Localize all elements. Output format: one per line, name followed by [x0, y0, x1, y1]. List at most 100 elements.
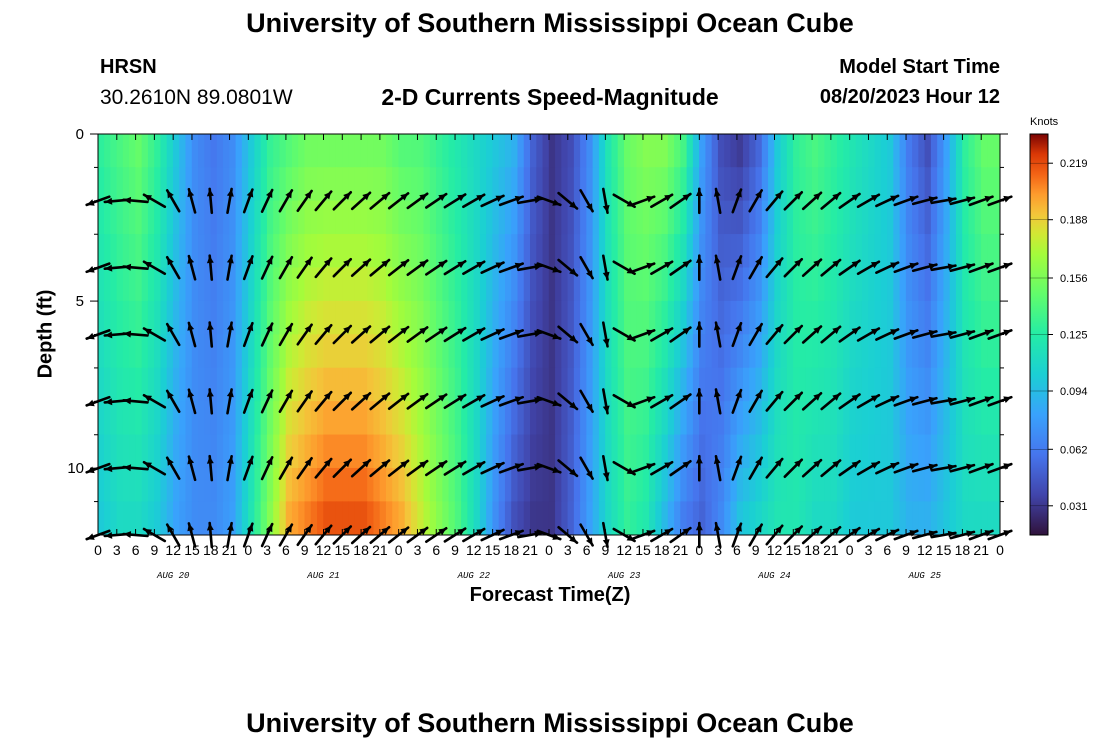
heatmap-cell [129, 234, 136, 269]
heatmap-cell [229, 367, 237, 402]
heatmap-cell [310, 200, 318, 235]
heatmap-cell [141, 401, 149, 436]
heatmap-cell [223, 367, 230, 402]
heatmap-cell [573, 133, 581, 168]
heatmap-cell [674, 300, 681, 335]
x-tick-label: 12 [466, 542, 482, 558]
heatmap-cell [461, 133, 468, 168]
heatmap-cell [404, 300, 412, 335]
heatmap-cell [160, 167, 168, 202]
heatmap-cell [674, 167, 681, 202]
heatmap-cell [949, 367, 957, 402]
vector-head [664, 395, 673, 402]
heatmap-cell [116, 434, 124, 469]
heatmap-cell [655, 234, 663, 269]
heatmap-cell [799, 334, 807, 369]
heatmap-cell [962, 334, 970, 369]
heatmap-cell [392, 300, 400, 335]
heatmap-cell [761, 334, 769, 369]
heatmap-cell [486, 300, 494, 335]
heatmap-cell [755, 133, 763, 168]
heatmap-cell [379, 133, 387, 168]
heatmap-cell [824, 501, 832, 536]
heatmap-cell [486, 467, 494, 502]
vector-head [755, 390, 762, 399]
heatmap-cell [160, 401, 168, 436]
heatmap-cell [467, 434, 475, 469]
heatmap-cell [185, 200, 193, 235]
heatmap-cell [298, 133, 306, 168]
heatmap-cell [404, 367, 412, 402]
heatmap-cell [918, 200, 926, 235]
colorbar-tick-label: 0.031 [1060, 501, 1088, 513]
heatmap-cell [223, 167, 230, 202]
heatmap-cell [172, 267, 180, 302]
vector-head [86, 266, 95, 273]
heatmap-cell [429, 434, 437, 469]
heatmap-cell [667, 300, 675, 335]
heatmap-cell [104, 467, 111, 502]
vector-head [682, 528, 691, 536]
heatmap-cell [799, 467, 807, 502]
colorbar-label: Knots [1030, 116, 1059, 128]
heatmap-cell [266, 234, 274, 269]
vector-head [266, 524, 273, 533]
vector-head [187, 189, 195, 198]
heatmap-cell [498, 234, 506, 269]
current-vector [601, 321, 610, 348]
heatmap-cell [147, 200, 155, 235]
heatmap-cell [291, 300, 299, 335]
current-vector [911, 396, 938, 406]
heatmap-cell [623, 234, 631, 269]
heatmap-cell [279, 200, 287, 235]
heatmap-cell [442, 133, 450, 168]
current-vector [226, 187, 234, 214]
heatmap-cell [930, 167, 938, 202]
heatmap-cell [260, 401, 268, 436]
heatmap-cell [536, 467, 544, 502]
heatmap-cell [548, 267, 556, 302]
current-vector [731, 388, 743, 414]
heatmap-cell [968, 501, 976, 536]
heatmap-cell [160, 200, 168, 235]
current-vector [350, 191, 372, 211]
heatmap-cell [185, 300, 193, 335]
heatmap-cell [473, 200, 481, 235]
current-vector [122, 330, 149, 338]
heatmap-cell [135, 167, 143, 202]
heatmap-cell [818, 401, 826, 436]
heatmap-cell [811, 501, 819, 536]
heatmap-cell [266, 133, 274, 168]
heatmap-cell [686, 167, 694, 202]
heatmap-cell [855, 167, 863, 202]
heatmap-cell [116, 501, 124, 536]
heatmap-cell [461, 434, 468, 469]
current-vector [731, 455, 743, 481]
heatmap-cell [116, 300, 124, 335]
heatmap-cell [905, 334, 913, 369]
heatmap-cell [536, 434, 544, 469]
heatmap-cell [191, 267, 199, 302]
heatmap-cell [874, 467, 882, 502]
heatmap-cell [279, 167, 287, 202]
current-vector [748, 189, 764, 213]
heatmap-cell [548, 334, 556, 369]
heatmap-cell [567, 300, 575, 335]
current-vector [187, 254, 197, 281]
heatmap-cell [642, 300, 650, 335]
heatmap-cell [868, 401, 876, 436]
heatmap-cell [855, 200, 863, 235]
vector-head [832, 260, 841, 268]
heatmap-cell [855, 300, 863, 335]
vector-head [187, 389, 195, 398]
heatmap-cell [172, 200, 180, 235]
heatmap-cell [398, 133, 406, 168]
heatmap-cell [329, 300, 337, 335]
heatmap-cell [367, 367, 375, 402]
current-vector [206, 321, 214, 348]
heatmap-cell [655, 133, 663, 168]
heatmap-cell [793, 501, 800, 536]
heatmap-cell [780, 167, 788, 202]
heatmap-cell [317, 434, 324, 469]
current-vector [187, 388, 197, 415]
